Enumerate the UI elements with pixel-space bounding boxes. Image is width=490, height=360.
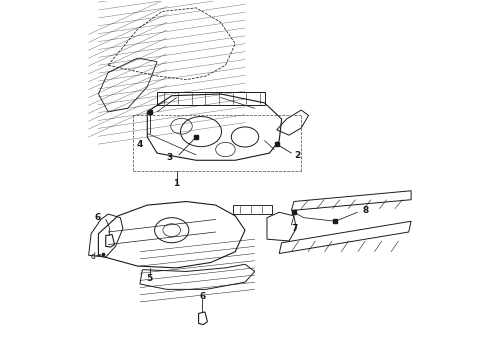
Text: 4: 4 <box>137 140 144 149</box>
Text: 7: 7 <box>292 224 298 233</box>
Text: 2: 2 <box>294 151 300 160</box>
Text: 5: 5 <box>147 274 153 283</box>
Text: 1: 1 <box>173 179 180 188</box>
Text: 6: 6 <box>199 292 206 301</box>
Text: 8: 8 <box>362 206 368 215</box>
Text: d: d <box>91 252 96 261</box>
Text: 6: 6 <box>95 213 101 222</box>
Text: 3: 3 <box>167 153 172 162</box>
